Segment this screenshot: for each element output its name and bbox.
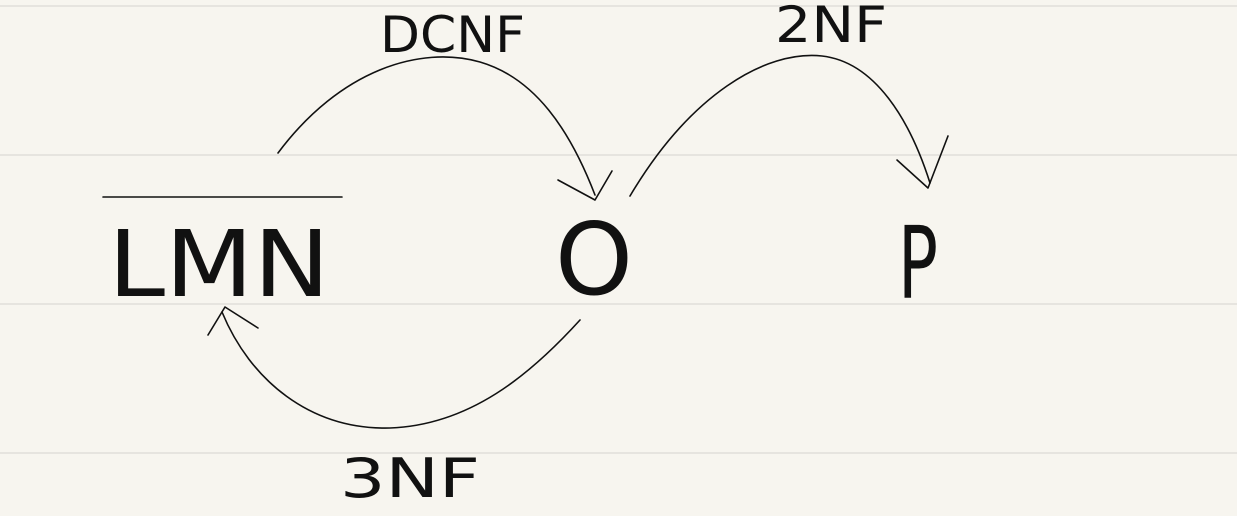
node-p: P <box>898 205 938 322</box>
edge-o-to-lmn-label: 3NF <box>340 447 480 510</box>
edge-o-to-lmn: 3NF <box>207 306 581 510</box>
arrowhead-icon <box>207 306 259 336</box>
arrowhead-icon <box>896 135 949 189</box>
node-lmn-label: LMN <box>108 211 330 318</box>
arc-lmn-to-o <box>277 56 596 196</box>
node-p-label: P <box>898 205 938 322</box>
node-o: O <box>555 201 633 318</box>
arc-o-to-p <box>629 54 931 197</box>
edge-o-to-p-label: 2NF <box>775 0 887 54</box>
node-lmn: LMN <box>102 196 343 318</box>
edge-lmn-to-o: DCNF <box>277 6 613 201</box>
node-o-label: O <box>555 201 633 318</box>
edge-o-to-p: 2NF <box>629 0 949 197</box>
arrowhead-icon <box>557 170 613 201</box>
ruled-lines <box>0 5 1237 454</box>
arc-o-to-lmn <box>221 311 581 429</box>
edge-lmn-to-o-label: DCNF <box>380 6 525 64</box>
